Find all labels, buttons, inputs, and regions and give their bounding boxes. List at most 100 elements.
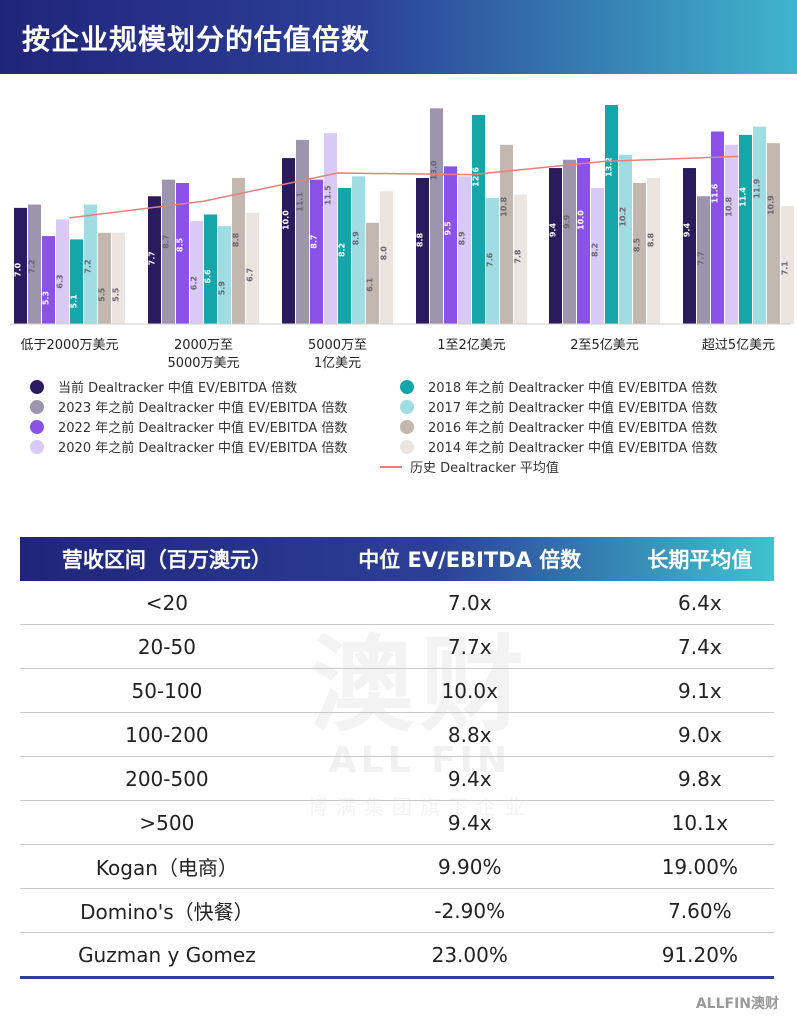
legend-label-1: 2023 年之前 Dealtracker 中值 EV/EBITDA 倍数 bbox=[58, 401, 348, 416]
bar-s1-c1 bbox=[162, 179, 175, 324]
cell-revenue-range: <20 bbox=[20, 581, 314, 625]
cell-long-term-average: 7.60% bbox=[625, 888, 774, 933]
bar-s5-c5 bbox=[753, 126, 766, 324]
cell-revenue-range: Guzman y Gomez bbox=[20, 932, 314, 979]
bar-s2-c0 bbox=[42, 236, 55, 324]
cell-revenue-range: Domino's（快餐） bbox=[20, 888, 314, 933]
cell-long-term-average: 19.00% bbox=[625, 844, 774, 889]
legend-swatch-2 bbox=[30, 419, 44, 434]
bar-s4-c3 bbox=[472, 114, 485, 324]
data-label-s3-c4: 8.2 bbox=[591, 243, 600, 257]
legend-label-0: 当前 Dealtracker 中值 EV/EBITDA 倍数 bbox=[58, 381, 298, 396]
table-row: Guzman y Gomez 23.00% 91.20% bbox=[20, 932, 774, 979]
legend-item-4: 2018 年之前 Dealtracker 中值 EV/EBITDA 倍数 bbox=[400, 377, 717, 396]
data-label-s7-c1: 6.7 bbox=[246, 268, 255, 282]
table-row: >500 9.4x 10.1x bbox=[20, 800, 774, 845]
cell-median-multiple: 7.0x bbox=[313, 581, 626, 625]
bar-s3-c3 bbox=[458, 176, 471, 324]
category-label-5: 超过5亿美元 bbox=[702, 338, 775, 353]
cell-median-multiple: -2.90% bbox=[313, 888, 626, 933]
legend-item-6: 2016 年之前 Dealtracker 中值 EV/EBITDA 倍数 bbox=[400, 417, 717, 436]
data-label-s7-c3: 7.8 bbox=[514, 249, 523, 264]
bar-s7-c1 bbox=[246, 212, 259, 324]
table-row: 50-100 10.0x 9.1x bbox=[20, 668, 774, 713]
header-long-term-average: 长期平均值 bbox=[647, 548, 753, 572]
bar-s3-c5 bbox=[725, 144, 738, 324]
data-label-s0-c5: 9.4 bbox=[683, 223, 692, 238]
bar-s2-c4 bbox=[577, 158, 590, 324]
legend-label-3: 2020 年之前 Dealtracker 中值 EV/EBITDA 倍数 bbox=[58, 441, 348, 456]
bar-s7-c2 bbox=[380, 191, 393, 324]
table-header-row: 营收区间（百万澳元） 中位 EV/EBITDA 倍数 长期平均值 bbox=[20, 537, 774, 581]
legend-swatch-7 bbox=[400, 439, 414, 454]
cell-median-multiple: 10.0x bbox=[313, 668, 626, 713]
bar-s2-c2 bbox=[310, 179, 323, 324]
bar-s3-c1 bbox=[190, 221, 203, 324]
bar-s0-c0 bbox=[14, 207, 27, 324]
data-label-s1-c4: 9.9 bbox=[563, 214, 572, 229]
legend-swatch-6 bbox=[400, 419, 414, 434]
cell-median-multiple: 23.00% bbox=[313, 932, 626, 979]
cell-long-term-average: 7.4x bbox=[625, 624, 774, 669]
bar-s0-c5 bbox=[683, 168, 696, 324]
header-median-multiple: 中位 EV/EBITDA 倍数 bbox=[358, 548, 582, 572]
bar-s1-c3 bbox=[430, 108, 443, 325]
data-label-s4-c0: 5.1 bbox=[70, 294, 79, 309]
data-label-s2-c1: 8.5 bbox=[176, 237, 185, 252]
cell-revenue-range: 20-50 bbox=[20, 624, 314, 669]
cell-long-term-average: 9.1x bbox=[625, 668, 774, 713]
bar-s3-c0 bbox=[56, 219, 69, 324]
data-label-s1-c5: 7.7 bbox=[697, 251, 706, 265]
bar-s4-c2 bbox=[338, 187, 351, 324]
table-row: 20-50 7.7x 7.4x bbox=[20, 624, 774, 669]
bar-s0-c3 bbox=[416, 178, 429, 324]
data-label-s0-c4: 9.4 bbox=[549, 223, 558, 238]
data-label-s5-c1: 5.9 bbox=[218, 281, 227, 296]
data-label-s0-c2: 10.0 bbox=[282, 210, 291, 230]
legend-swatch-3 bbox=[30, 439, 44, 454]
cell-long-term-average: 10.1x bbox=[625, 800, 774, 845]
data-label-s5-c0: 7.2 bbox=[84, 259, 93, 273]
data-label-s4-c2: 8.2 bbox=[338, 243, 347, 257]
cell-revenue-range: Kogan（电商） bbox=[20, 844, 314, 889]
category-label-2-line0: 5000万至 bbox=[308, 338, 367, 353]
data-label-s5-c4: 10.2 bbox=[619, 207, 628, 227]
data-label-s0-c3: 8.8 bbox=[416, 232, 425, 247]
data-label-s5-c3: 7.6 bbox=[486, 252, 495, 267]
bar-s4-c0 bbox=[70, 239, 83, 324]
bar-s2-c5 bbox=[711, 131, 724, 324]
data-label-s6-c2: 6.1 bbox=[366, 277, 375, 292]
bar-s6-c1 bbox=[232, 178, 245, 324]
data-label-s7-c2: 8.0 bbox=[380, 246, 389, 261]
data-label-s0-c0: 7.0 bbox=[14, 262, 23, 277]
valuation-table: 营收区间（百万澳元） 中位 EV/EBITDA 倍数 长期平均值 <20 7.0x… bbox=[20, 537, 774, 979]
data-label-s2-c4: 10.0 bbox=[577, 210, 586, 230]
legend-label-6: 2016 年之前 Dealtracker 中值 EV/EBITDA 倍数 bbox=[428, 421, 718, 436]
bar-s1-c0 bbox=[28, 204, 41, 324]
legend-swatch-average bbox=[380, 465, 402, 468]
table-row: Domino's（快餐） -2.90% 7.60% bbox=[20, 888, 774, 933]
data-label-s3-c5: 10.8 bbox=[725, 197, 734, 217]
cell-median-multiple: 8.8x bbox=[313, 712, 626, 757]
category-label-4: 2至5亿美元 bbox=[570, 338, 639, 353]
cell-median-multiple: 9.4x bbox=[313, 756, 626, 801]
legend-item-average: 历史 Dealtracker 平均值 bbox=[380, 457, 559, 476]
data-label-s6-c1: 8.8 bbox=[232, 232, 241, 247]
cell-revenue-range: 200-500 bbox=[20, 756, 314, 801]
bar-s1-c5 bbox=[697, 196, 710, 324]
bar-s1-c2 bbox=[296, 139, 309, 324]
bar-s4-c4 bbox=[605, 105, 618, 324]
legend-item-7: 2014 年之前 Dealtracker 中值 EV/EBITDA 倍数 bbox=[400, 437, 717, 456]
legend-item-5: 2017 年之前 Dealtracker 中值 EV/EBITDA 倍数 bbox=[400, 397, 717, 416]
legend-label-average: 历史 Dealtracker 平均值 bbox=[410, 461, 559, 476]
bar-s6-c0 bbox=[98, 232, 111, 324]
data-label-s3-c1: 6.2 bbox=[190, 276, 199, 290]
category-label-3: 1至2亿美元 bbox=[437, 338, 506, 353]
bar-s7-c0 bbox=[112, 232, 125, 324]
cell-revenue-range: 50-100 bbox=[20, 668, 314, 713]
bar-s5-c0 bbox=[84, 204, 97, 324]
bar-s2-c3 bbox=[444, 166, 457, 324]
bar-s4-c1 bbox=[204, 214, 217, 324]
cell-revenue-range: 100-200 bbox=[20, 712, 314, 757]
cell-long-term-average: 91.20% bbox=[625, 932, 774, 979]
